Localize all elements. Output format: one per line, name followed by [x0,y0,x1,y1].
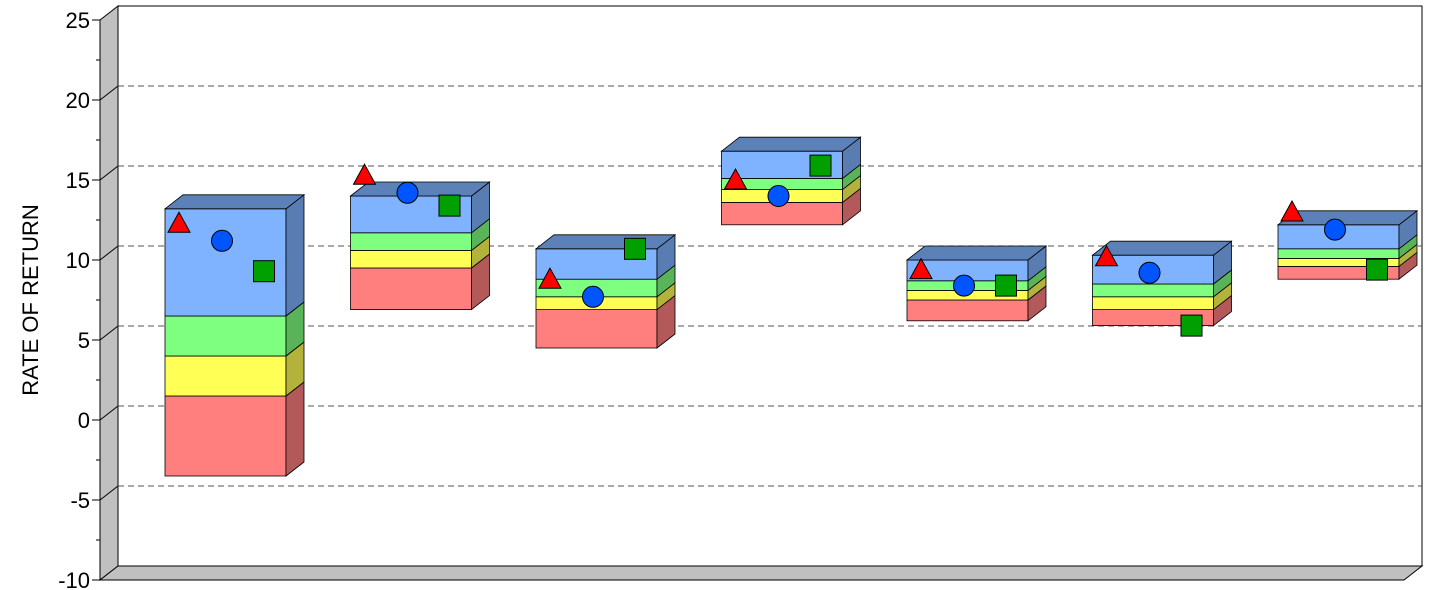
triangle-marker [538,267,562,289]
bar-group [534,233,677,349]
y-tick-label: -5 [70,488,90,513]
square-marker [253,260,275,283]
triangle-marker [352,163,377,185]
bar-segment-front [164,395,287,477]
circle-marker [767,185,790,207]
bar-segment-front [1092,296,1214,310]
gridline-wall [99,85,119,101]
triangle-marker [723,167,748,190]
bar-segment-front [164,315,287,357]
y-tick-label: 25 [66,8,90,33]
bar-group [1091,240,1233,327]
bar-top [905,245,1048,261]
y-tick-label: 20 [66,88,90,113]
floor [98,565,1424,581]
bar-top [1091,240,1233,256]
y-tick-label: 0 [78,408,90,433]
gridline-wall [99,165,119,181]
square-marker [809,154,832,177]
y-axis-title: RATE OF RETURN [18,204,43,395]
circle-marker [1138,261,1161,284]
bar-segment-front [164,355,287,397]
square-marker [438,194,461,217]
square-marker [995,274,1017,297]
markers [167,154,1388,337]
left-wall [99,4,119,582]
y-tick-label: 5 [78,328,90,353]
y-axis: -10 -5 0 5 10 15 20 25 [58,8,100,590]
bar-top [720,136,862,152]
bar-top [163,194,306,210]
square-marker [1180,314,1203,337]
bar-segment-side [285,381,305,477]
bar-segment-front [1092,283,1214,298]
square-marker [624,237,646,260]
bar-segment-front [350,232,472,251]
triangle-marker [1094,244,1119,267]
gridline-wall [99,485,119,501]
gridline-wall [99,325,119,341]
bar-segment-front [350,267,472,310]
bar-top [534,234,677,250]
y-tick-label: 15 [66,168,90,193]
circle-marker [396,181,419,204]
triangle-marker [1280,199,1304,222]
y-tick-label: 10 [66,248,90,273]
bar-group [905,245,1048,322]
bar-top [349,181,491,197]
gridline-wall [99,245,119,261]
circle-marker [1324,218,1346,241]
bar-group [349,181,491,311]
bar-segment-side [285,193,305,317]
bar-group [163,193,306,477]
triangle-marker [167,211,191,233]
triangle-marker [909,257,933,280]
bar-segment-front [350,249,472,269]
bar-segment-front [535,309,658,349]
gridline-wall [99,405,119,421]
circle-marker [211,229,233,252]
circle-marker [582,285,604,308]
bar-segment-front [906,299,1029,322]
circle-marker [953,274,975,297]
square-marker [1366,258,1388,281]
bar-segment-front [1277,248,1400,259]
y-tick-label: -10 [58,568,90,590]
